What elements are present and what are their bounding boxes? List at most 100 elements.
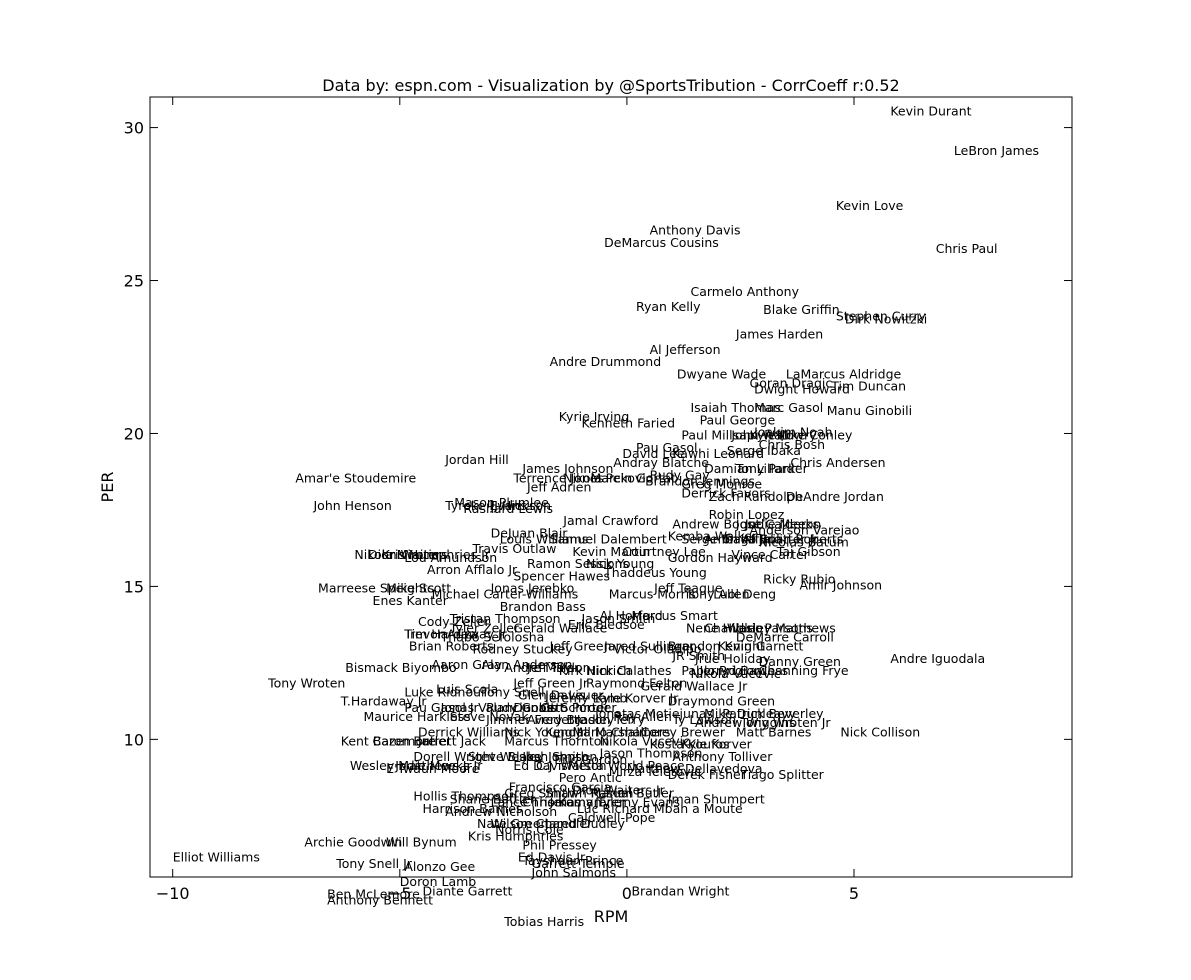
data-point-label: Jodie Meeks bbox=[744, 516, 819, 531]
data-point-label: DeJuan Blair bbox=[491, 525, 569, 540]
data-point-label: Ed Davis bbox=[513, 758, 567, 773]
data-point-label: Norris Cole bbox=[495, 822, 564, 837]
data-point-label: Robin Lopez bbox=[709, 507, 785, 522]
data-point-label: Phil Pressey bbox=[522, 837, 597, 852]
data-point-label: Jared Dudley bbox=[544, 816, 625, 831]
data-point-label: Nene Hilario bbox=[686, 620, 763, 635]
data-point-label: Mirza Teletovic bbox=[609, 764, 701, 779]
data-point-label: Jonatas Motiejunas bbox=[594, 706, 713, 721]
y-tick-label: 20 bbox=[124, 424, 144, 443]
data-point-label: Tristan Thompson bbox=[449, 611, 561, 626]
data-point-label: Rudy Gobert bbox=[486, 700, 564, 715]
data-point-label: Jeff Teague bbox=[653, 581, 723, 596]
data-point-label: Doron Lamb bbox=[400, 874, 476, 889]
data-point-label: Jeremy Tyler bbox=[549, 795, 628, 810]
data-point-label: JJ Hickson bbox=[490, 498, 551, 513]
data-point-label: Jeff Adrien bbox=[526, 480, 591, 495]
data-point-label: Jerryd Bayless bbox=[699, 663, 789, 678]
data-point-label: Kevin Durant bbox=[890, 103, 971, 118]
data-point-label: JR Smith bbox=[671, 648, 725, 663]
data-point-label: Andrew Bogut bbox=[672, 516, 760, 531]
data-point-label: Jeff Green bbox=[549, 639, 612, 654]
data-point-label: Luc Richard Mbah a Moute bbox=[577, 801, 743, 816]
data-point-label: Archie Goodwin bbox=[304, 834, 402, 849]
data-point-label: Steve Blake bbox=[468, 749, 542, 764]
data-point-label: Dwight Howard bbox=[754, 382, 850, 397]
data-point-label: John Henson bbox=[313, 498, 392, 513]
y-tick-label: 30 bbox=[124, 119, 144, 138]
data-point-label: Marreese Speights bbox=[318, 581, 434, 596]
data-point-label: Bismack Biyombo bbox=[345, 660, 456, 675]
data-point-label: Lance Thomas bbox=[491, 795, 582, 810]
data-point-label: Tony Wroten bbox=[267, 675, 345, 690]
data-point-label: Jamal Crawford bbox=[562, 513, 658, 528]
data-point-label: Marcus Morris bbox=[609, 587, 696, 602]
data-point-label: Rodney Stuckey bbox=[472, 642, 573, 657]
data-point-label: Tiago Splitter Jr bbox=[721, 532, 819, 547]
data-point-label: Brandon Jennings bbox=[645, 473, 755, 488]
data-point-label: Maurice Harkless bbox=[363, 709, 470, 724]
data-point-label: Kosta Koufos bbox=[650, 737, 730, 752]
data-point-label: Amar'e Stoudemire bbox=[295, 470, 416, 485]
data-point-label: Greg Smith bbox=[504, 785, 575, 800]
data-point-label: Matthew Dellavedova bbox=[627, 761, 763, 776]
data-point-label: C.J. Watson bbox=[536, 758, 607, 773]
data-point-label: Harrison Barnes bbox=[423, 801, 523, 816]
data-point-label: Andre Miller bbox=[504, 660, 580, 675]
data-point-label: Tobias Harris bbox=[503, 914, 584, 929]
data-point-label: Gerald Wallace Jr bbox=[641, 678, 749, 693]
data-point-label: John Salmons bbox=[531, 865, 616, 880]
data-point-label: Brandan Wright bbox=[631, 883, 729, 898]
data-point-label: Victor Oladipo bbox=[613, 642, 701, 657]
data-point-label: Andre Drummond bbox=[550, 354, 661, 369]
data-point-label: Kyle Korver bbox=[681, 737, 752, 752]
data-point-label: Josh Smith bbox=[521, 749, 588, 764]
data-point-label: Isaiah Thomas bbox=[690, 400, 780, 415]
data-point-label: Lou Amundson bbox=[404, 550, 497, 565]
x-tick-label: 5 bbox=[849, 884, 859, 903]
data-point-label: Jeremy Evans bbox=[594, 795, 680, 810]
data-point-label: Draymond Green bbox=[668, 694, 775, 709]
data-point-label: Garrett Temple bbox=[532, 856, 625, 871]
data-point-label: Arron Afflalo Jr bbox=[427, 562, 518, 577]
data-point-label: Trevor Ariza bbox=[403, 626, 478, 641]
data-point-label: Gerald Wallace bbox=[513, 620, 607, 635]
data-point-label: Ramon Sessions bbox=[527, 556, 629, 571]
data-point-label: Metta World Peace bbox=[568, 758, 685, 773]
data-point-label: Ricky Rubio bbox=[763, 571, 835, 586]
data-point-label: David Lee bbox=[622, 446, 684, 461]
data-point-label: Danny Green bbox=[759, 654, 841, 669]
data-point-label: Nate Green bbox=[477, 816, 548, 831]
data-point-label: LeBron James bbox=[954, 143, 1039, 158]
y-tick-label: 15 bbox=[124, 577, 144, 596]
x-tick-label: −10 bbox=[156, 884, 190, 903]
data-point-label: Kris Humphries bbox=[468, 828, 563, 843]
data-point-label: Dwyane Wade bbox=[677, 366, 767, 381]
data-point-label: Mike Conley bbox=[777, 428, 853, 443]
data-point-label: Marc Gasol bbox=[754, 400, 823, 415]
data-point-label: Wesley Matthews bbox=[727, 620, 836, 635]
data-point-label: Ray Allen bbox=[613, 709, 672, 724]
data-point-label: LaMarcus Aldridge bbox=[786, 366, 902, 381]
data-point-label: Jon Leuer bbox=[544, 688, 604, 703]
data-point-label: Tyreke Evans bbox=[444, 498, 527, 513]
data-point-label: Jeff Green Jr bbox=[512, 675, 588, 690]
data-point-label: E'Twaun Moore bbox=[386, 761, 480, 776]
data-point-label: Dion Waiters bbox=[368, 547, 448, 562]
data-point-label: Alan Anderson bbox=[482, 657, 573, 672]
data-point-label: Kent Bazemore bbox=[341, 733, 436, 748]
data-point-label: Derrick Favors bbox=[681, 486, 770, 501]
data-point-label: Kevin Martin bbox=[572, 544, 650, 559]
x-axis-title: RPM bbox=[594, 907, 629, 926]
data-point-label: Pau Gasol bbox=[636, 440, 698, 455]
data-point-label: Spencer Hawes bbox=[513, 568, 610, 583]
data-point-label: Jose Calderon bbox=[735, 516, 821, 531]
data-point-label: Avery Bradley bbox=[527, 712, 615, 727]
data-point-label: Tim Duncan bbox=[830, 379, 906, 394]
data-point-label: Ed Davis Jr bbox=[518, 850, 586, 865]
data-point-label: Stephen Curry bbox=[836, 308, 927, 323]
axis-ticks: −10 −5 0 5 10 15 20 25 30 bbox=[124, 97, 1072, 903]
data-point-label: Shane Battier bbox=[450, 792, 536, 807]
